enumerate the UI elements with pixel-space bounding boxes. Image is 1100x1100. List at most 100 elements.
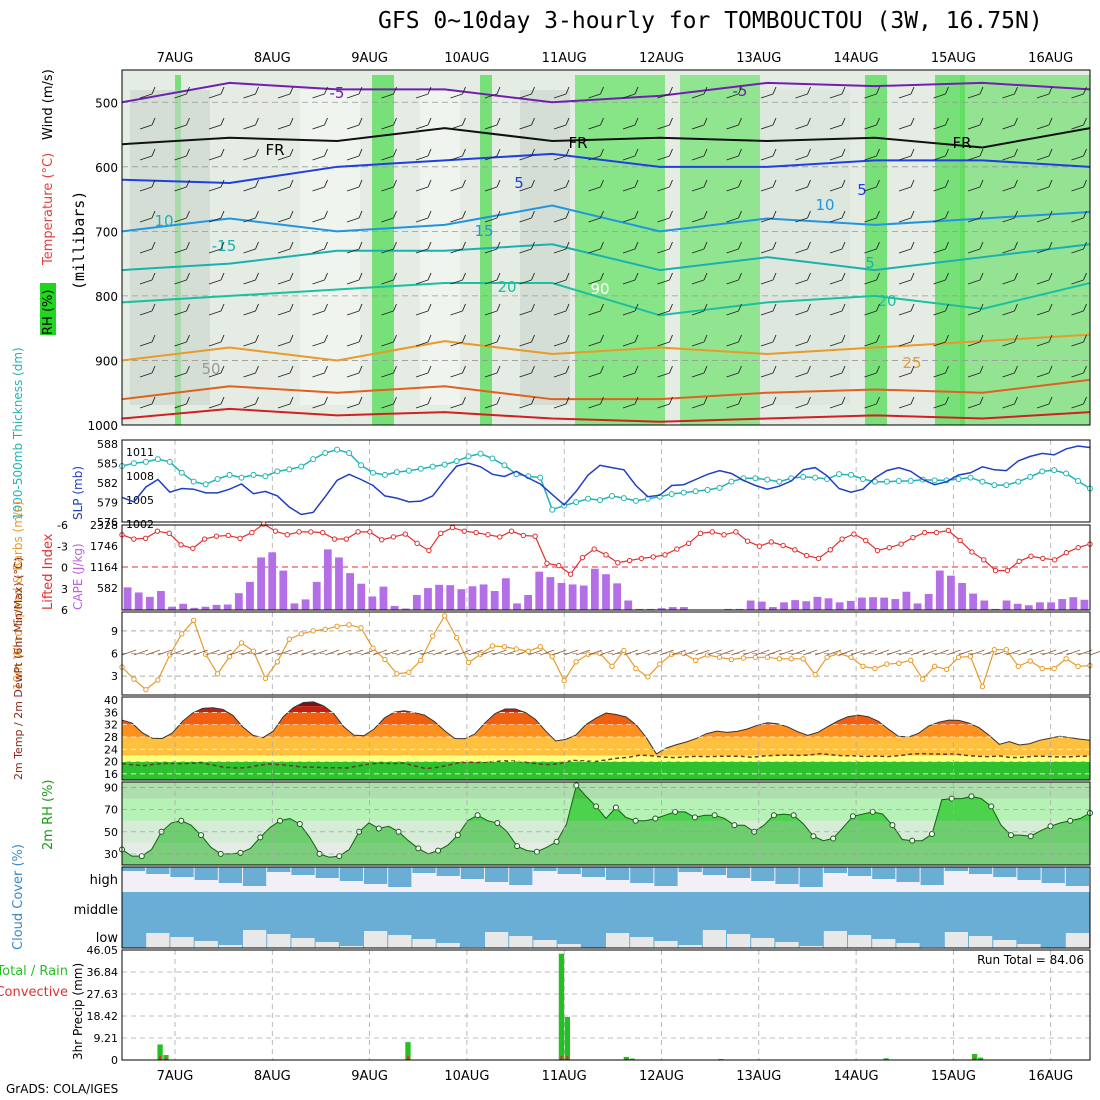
cloud-low-gap bbox=[944, 932, 968, 948]
cape-bar bbox=[802, 601, 811, 610]
chart-title: GFS 0~10day 3-hourly for TOMBOUCTOU (3W,… bbox=[378, 8, 1043, 34]
thickness-line-point bbox=[262, 473, 269, 480]
cloud-high-bar bbox=[630, 867, 654, 883]
li-point bbox=[190, 545, 196, 552]
wind-barb bbox=[622, 241, 639, 254]
pressure-tick: 1000 bbox=[87, 419, 118, 433]
wind-barb bbox=[864, 210, 880, 223]
wind-point bbox=[908, 657, 914, 663]
wind-barb bbox=[829, 272, 846, 285]
cape-bar bbox=[312, 581, 321, 610]
wind-barb bbox=[415, 210, 432, 223]
thickness-line-point bbox=[1027, 473, 1034, 480]
li-tick: -6 bbox=[57, 519, 68, 532]
wind-barb-10m bbox=[779, 649, 794, 656]
wind-barb bbox=[622, 272, 639, 285]
li-point bbox=[449, 524, 456, 531]
wind-barb bbox=[622, 148, 639, 161]
wind-barb bbox=[346, 241, 363, 254]
wind-barb bbox=[174, 334, 190, 347]
precip-legend-convective: Convective bbox=[0, 985, 68, 1000]
temp-mask bbox=[122, 697, 1090, 754]
wind-barb bbox=[415, 148, 432, 161]
cloud-high-bar bbox=[557, 867, 581, 874]
wind-point bbox=[991, 647, 998, 653]
rh-point bbox=[553, 838, 560, 845]
wind-point bbox=[824, 654, 830, 660]
wind-barb bbox=[795, 365, 811, 378]
thickness-line-point bbox=[166, 458, 173, 465]
wind-barb bbox=[139, 396, 156, 409]
wind-barb bbox=[1071, 334, 1087, 347]
wind-point bbox=[872, 665, 878, 672]
temperature-contour bbox=[121, 152, 1091, 184]
date-label-top: 9AUG bbox=[351, 51, 388, 66]
thickness-line-point bbox=[728, 478, 735, 485]
wind-barb bbox=[898, 365, 915, 378]
thickness-line-point bbox=[991, 482, 998, 489]
rh-band bbox=[865, 75, 887, 425]
wind-barb bbox=[243, 148, 259, 161]
wind-point bbox=[728, 656, 735, 663]
rh-point bbox=[790, 812, 797, 819]
wind-barb-10m bbox=[922, 649, 937, 656]
wind-point bbox=[465, 659, 472, 666]
cloud-high-bar bbox=[388, 867, 412, 887]
wind-point bbox=[1039, 665, 1045, 672]
wind-point bbox=[633, 665, 639, 672]
thickness-line-point bbox=[298, 463, 305, 470]
wind-barb bbox=[312, 86, 328, 99]
thickness-line-point bbox=[381, 471, 388, 478]
wind-barb bbox=[967, 86, 984, 99]
li-point bbox=[154, 528, 161, 534]
wind-point bbox=[1063, 656, 1069, 662]
wind-barb bbox=[898, 241, 915, 254]
wind-barb bbox=[415, 86, 432, 99]
wind-point bbox=[812, 671, 818, 678]
wind-barb bbox=[346, 210, 363, 223]
wind-barb-10m bbox=[121, 649, 137, 656]
wind-barb bbox=[277, 334, 294, 347]
wind-point bbox=[346, 622, 352, 628]
wind-barb bbox=[1002, 210, 1018, 223]
li-point bbox=[827, 547, 833, 553]
li-point bbox=[981, 557, 987, 563]
wind-barb-10m bbox=[396, 649, 411, 656]
wind-barb bbox=[208, 148, 225, 161]
cloud-low-gap bbox=[194, 941, 218, 948]
cloud-low-gap bbox=[702, 930, 726, 948]
wind-barb bbox=[933, 303, 949, 316]
wind-barb bbox=[795, 179, 811, 192]
wind-barb bbox=[691, 148, 708, 161]
wind-barb-10m bbox=[372, 649, 388, 656]
wind-point bbox=[549, 653, 555, 660]
wind-barb bbox=[243, 210, 259, 223]
wind-barb bbox=[691, 179, 708, 192]
temperature-contour bbox=[121, 282, 1091, 317]
cape-bar bbox=[746, 600, 755, 610]
cape-tick: 2328 bbox=[90, 519, 118, 532]
cloud-level-label: high bbox=[90, 873, 118, 888]
wind-point bbox=[704, 652, 711, 658]
wind-barb bbox=[933, 241, 949, 254]
thickness-line-point bbox=[501, 462, 508, 469]
cloud-high-bar bbox=[872, 867, 896, 879]
temp-band bbox=[122, 736, 1090, 756]
wind-barb bbox=[967, 179, 984, 192]
li-point bbox=[1004, 567, 1011, 574]
wind-point bbox=[430, 633, 436, 639]
wind-barb bbox=[691, 365, 708, 378]
wind-barb bbox=[760, 303, 777, 316]
wind-barb-10m bbox=[838, 649, 854, 656]
cape-bar bbox=[1024, 605, 1033, 610]
wind-barb bbox=[760, 148, 777, 161]
cape-bar bbox=[524, 595, 533, 610]
pressure-axis-label: (millibars) bbox=[70, 191, 88, 290]
wind-point bbox=[884, 661, 890, 667]
wind-barb bbox=[312, 396, 328, 409]
thickness-line-point bbox=[907, 478, 914, 484]
cloud-high-bar bbox=[509, 867, 533, 885]
wind-barb bbox=[691, 86, 708, 99]
wind-barb-10m bbox=[408, 649, 423, 656]
cloud-low-gap bbox=[678, 945, 702, 948]
